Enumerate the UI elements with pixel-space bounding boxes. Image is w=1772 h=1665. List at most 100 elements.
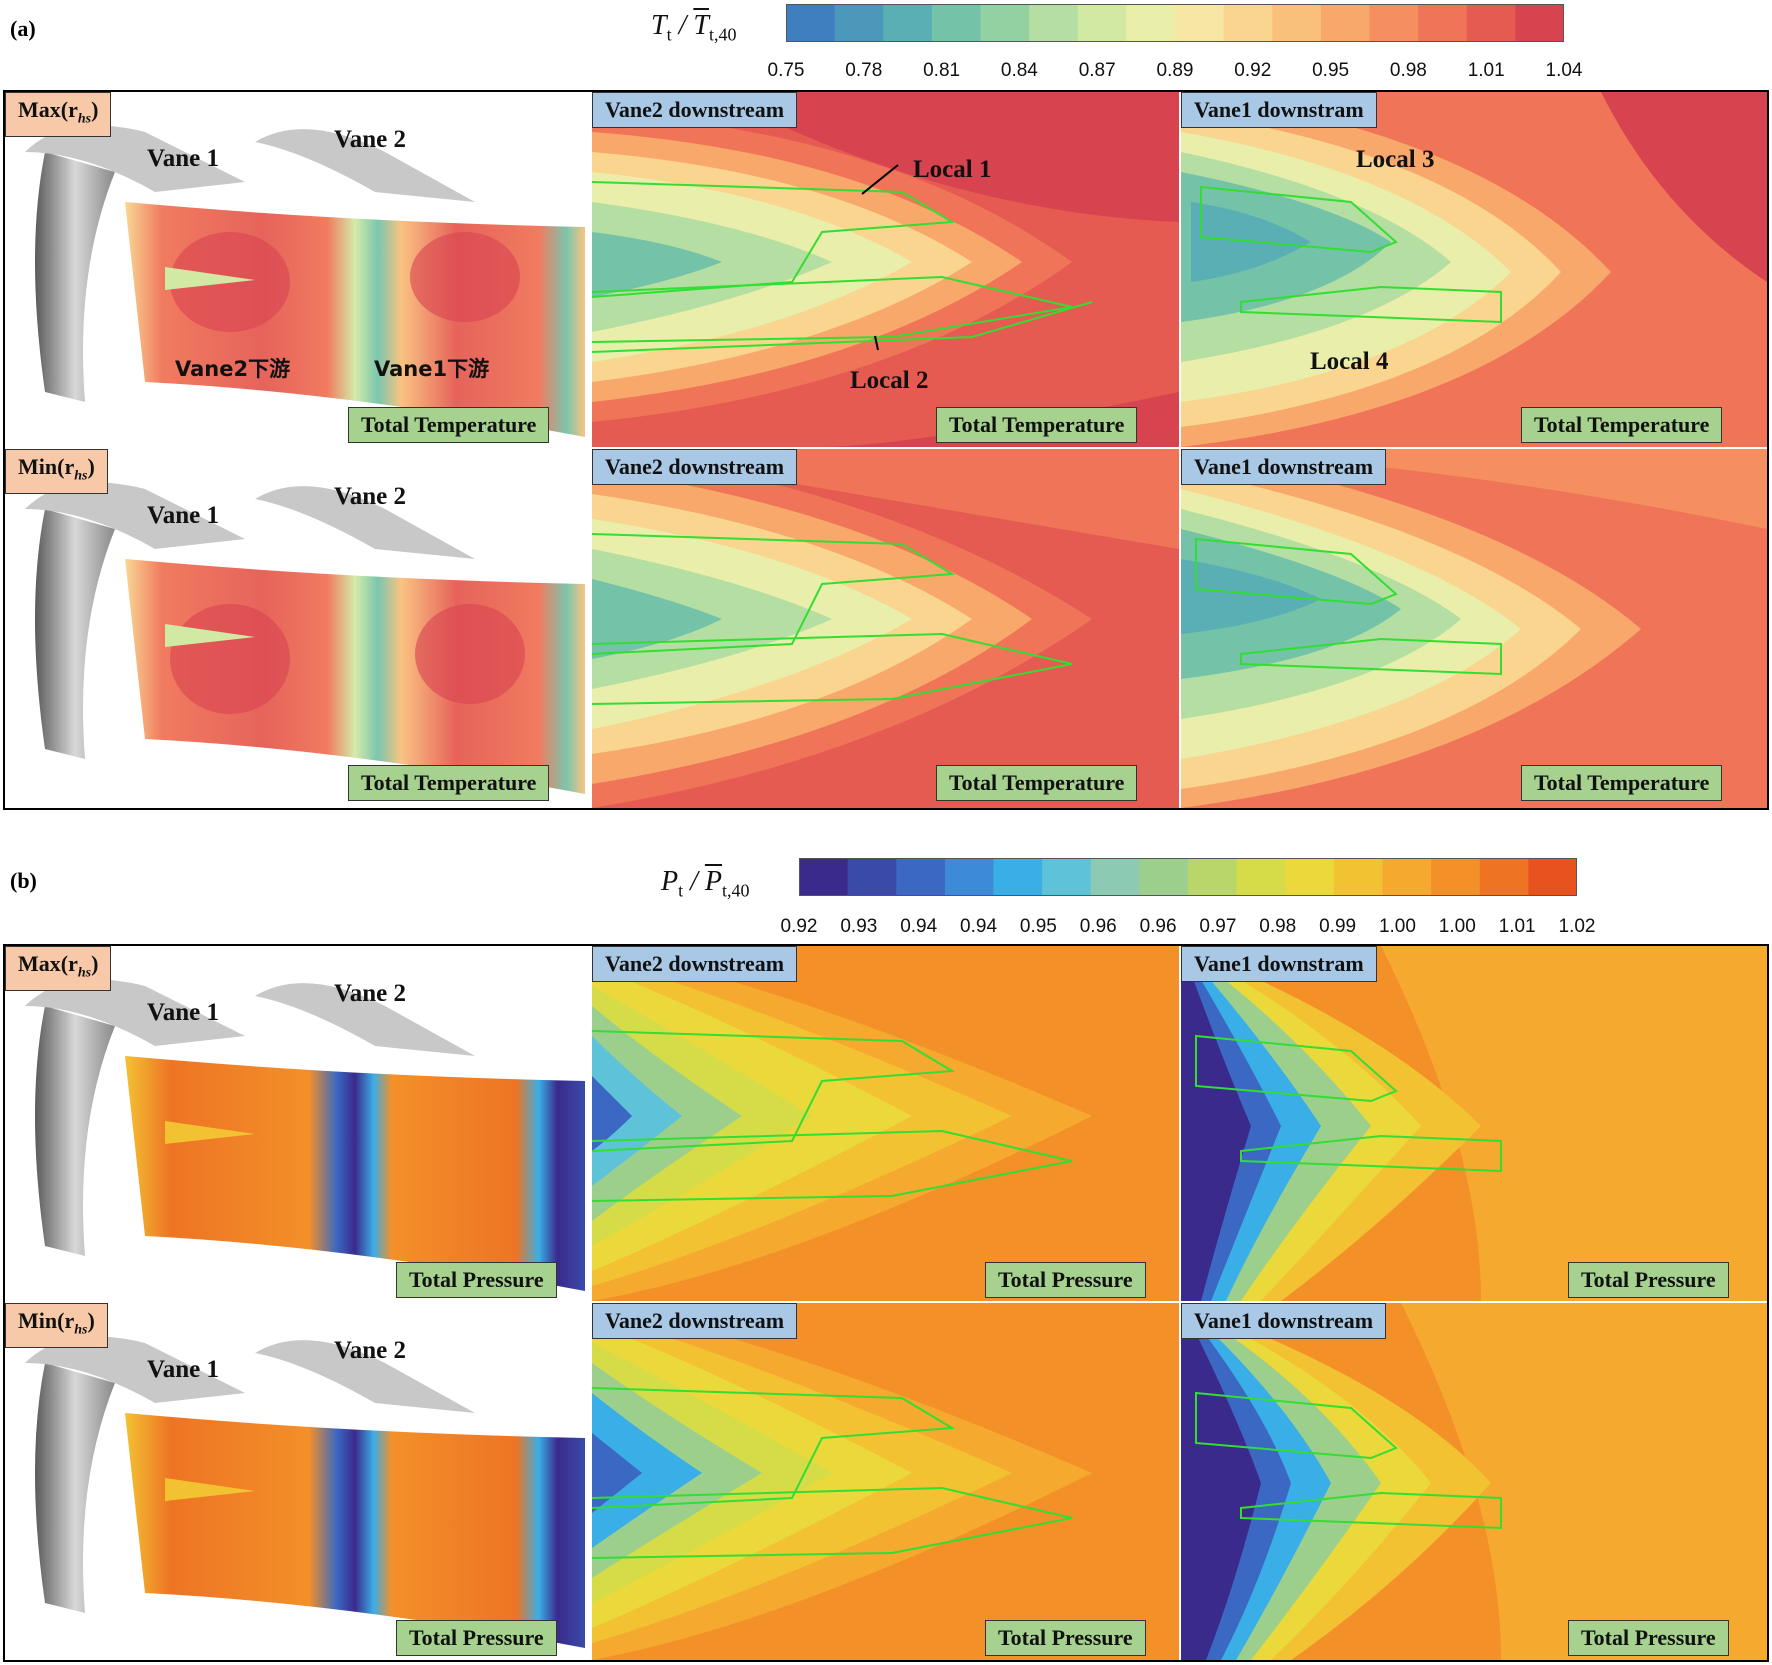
- colorbar-tick-label: 0.78: [845, 60, 883, 81]
- colorbar-tick-label: 0.95: [1312, 60, 1350, 81]
- colorbar-swatch: [1077, 4, 1127, 42]
- a-row2-left-field-tag: Total Temperature: [348, 765, 550, 801]
- colorbar-tick-label: 0.94: [900, 916, 938, 937]
- a-row2-3d-view: [5, 449, 590, 808]
- colorbar-swatch: [1223, 4, 1273, 42]
- b-row2-vane1-label: Vane 1: [147, 1356, 220, 1383]
- colorbar-swatch: [1139, 858, 1189, 896]
- colorbar-tick-label: 0.93: [840, 916, 878, 937]
- a-row1-vane2-downstream-cn: Vane2下游: [175, 357, 291, 381]
- colorbar-b-ticks: 0.92 0.93 0.94 0.94 0.95 0.96 0.96 0.97 0.98 0.99…: [781, 916, 1596, 940]
- colorbar-swatch: [1466, 4, 1516, 42]
- local-4-label: Local 4: [1310, 348, 1389, 375]
- colorbar-b-title: Pt / Pt,40: [661, 866, 750, 901]
- colorbar-a-ticks: 0.75 0.78 0.81 0.84 0.87 0.89 0.92 0.95 0.98 1.01…: [768, 60, 1583, 84]
- b-row1-vane2-label: Vane 2: [334, 980, 407, 1007]
- local-1-label: Local 1: [913, 156, 992, 183]
- b-row1-right-tag: Vane1 downstram: [1181, 946, 1377, 982]
- colorbar-tick-label: 0.92: [780, 916, 818, 937]
- colorbar-tick-label: 0.97: [1199, 916, 1237, 937]
- colorbar-swatch: [799, 858, 849, 896]
- panel-a-grid: [3, 90, 1769, 810]
- b-row1-mid-field-tag: Total Pressure: [985, 1262, 1146, 1298]
- colorbar-swatch: [1333, 858, 1383, 896]
- b-row1-vane1-label: Vane 1: [147, 999, 220, 1026]
- colorbar-swatch: [1369, 4, 1419, 42]
- a-row2-right-contour: [1181, 449, 1767, 808]
- b-row1-mid-tag: Vane2 downstream: [592, 946, 798, 982]
- colorbar-tick-label: 1.00: [1438, 916, 1476, 937]
- a-row2-vane1-label: Vane 1: [147, 502, 220, 529]
- panel-a-label: (a): [10, 16, 36, 41]
- b-row2-3d-view: [5, 1303, 590, 1660]
- colorbar-tick-label: 0.98: [1259, 916, 1297, 937]
- colorbar-swatch: [1418, 4, 1468, 42]
- b-row1-3d-view: [5, 946, 590, 1301]
- a-row2-vane2-label: Vane 2: [334, 483, 407, 510]
- b-row1-mid-contour: [592, 946, 1179, 1301]
- b-row1-right-contour: [1181, 946, 1767, 1301]
- colorbar-tick-label: 0.75: [767, 60, 805, 81]
- colorbar-swatch: [993, 858, 1043, 896]
- colorbar-b: [799, 858, 1577, 896]
- colorbar-swatch: [931, 4, 981, 42]
- colorbar-tick-label: 0.95: [1019, 916, 1057, 937]
- colorbar-tick-label: 1.00: [1378, 916, 1416, 937]
- a-row1-right-field-tag: Total Temperature: [1521, 407, 1723, 443]
- b-row2-vane2-label: Vane 2: [334, 1337, 407, 1364]
- a-row2-mid-contour: [592, 449, 1179, 808]
- a-row1-mid-contour: [592, 92, 1179, 447]
- colorbar-tick-label: 0.96: [1139, 916, 1177, 937]
- colorbar-swatch: [1320, 4, 1370, 42]
- a-row1-left-field-tag: Total Temperature: [348, 407, 550, 443]
- colorbar-swatch: [786, 4, 836, 42]
- b-row2-left-field-tag: Total Pressure: [396, 1620, 557, 1656]
- b-row2-right-contour: [1181, 1303, 1767, 1660]
- a-row1-mid-field-tag: Total Temperature: [936, 407, 1138, 443]
- local-2-label: Local 2: [850, 367, 929, 394]
- a-row2-condition-tag: Min(rhs): [5, 449, 108, 495]
- colorbar-tick-label: 0.84: [1000, 60, 1038, 81]
- panel-b-grid: [3, 944, 1769, 1662]
- colorbar-swatch: [1382, 858, 1432, 896]
- a-row2-mid-field-tag: Total Temperature: [936, 765, 1138, 801]
- colorbar-tick-label: 0.94: [960, 916, 998, 937]
- vane-geometry-3d: [25, 125, 585, 437]
- b-row1-condition-tag: Max(rhs): [5, 946, 112, 992]
- b-row2-right-field-tag: Total Pressure: [1568, 1620, 1729, 1656]
- b-row2-mid-contour: [592, 1303, 1179, 1660]
- colorbar-swatch: [883, 4, 933, 42]
- panel-b-label: (b): [10, 868, 37, 893]
- colorbar-tick-label: 1.01: [1498, 916, 1536, 937]
- colorbar-tick-label: 0.87: [1078, 60, 1116, 81]
- colorbar-tick-label: 1.02: [1558, 916, 1596, 937]
- colorbar-tick-label: 1.04: [1545, 60, 1583, 81]
- colorbar-swatch: [1188, 858, 1238, 896]
- b-row2-right-tag: Vane1 downstream: [1181, 1303, 1387, 1339]
- colorbar-a-title: Tt / Tt,40: [651, 10, 737, 45]
- a-row1-right-tag: Vane1 downstram: [1181, 92, 1377, 128]
- a-row2-right-field-tag: Total Temperature: [1521, 765, 1723, 801]
- colorbar-swatch: [944, 858, 994, 896]
- b-row2-mid-field-tag: Total Pressure: [985, 1620, 1146, 1656]
- a-row1-vane1-label: Vane 1: [147, 145, 220, 172]
- colorbar-swatch: [1285, 858, 1335, 896]
- a-row1-condition-tag: Max(rhs): [5, 92, 112, 138]
- colorbar-swatch: [1042, 858, 1092, 896]
- colorbar-swatch: [1236, 858, 1286, 896]
- colorbar-swatch: [1090, 858, 1140, 896]
- b-row1-left-field-tag: Total Pressure: [396, 1262, 557, 1298]
- colorbar-tick-label: 0.96: [1079, 916, 1117, 937]
- colorbar-swatch: [1272, 4, 1322, 42]
- a-row1-3d-view: [5, 92, 590, 447]
- colorbar-swatch: [834, 4, 884, 42]
- colorbar-swatch: [1528, 858, 1577, 896]
- a-row2-right-tag: Vane1 downstream: [1181, 449, 1387, 485]
- colorbar-swatch: [896, 858, 946, 896]
- colorbar-swatch: [1431, 858, 1481, 896]
- colorbar-swatch: [980, 4, 1030, 42]
- b-row2-mid-tag: Vane2 downstream: [592, 1303, 798, 1339]
- colorbar-tick-label: 0.99: [1319, 916, 1357, 937]
- colorbar-tick-label: 0.81: [923, 60, 961, 81]
- colorbar-swatch: [1515, 4, 1564, 42]
